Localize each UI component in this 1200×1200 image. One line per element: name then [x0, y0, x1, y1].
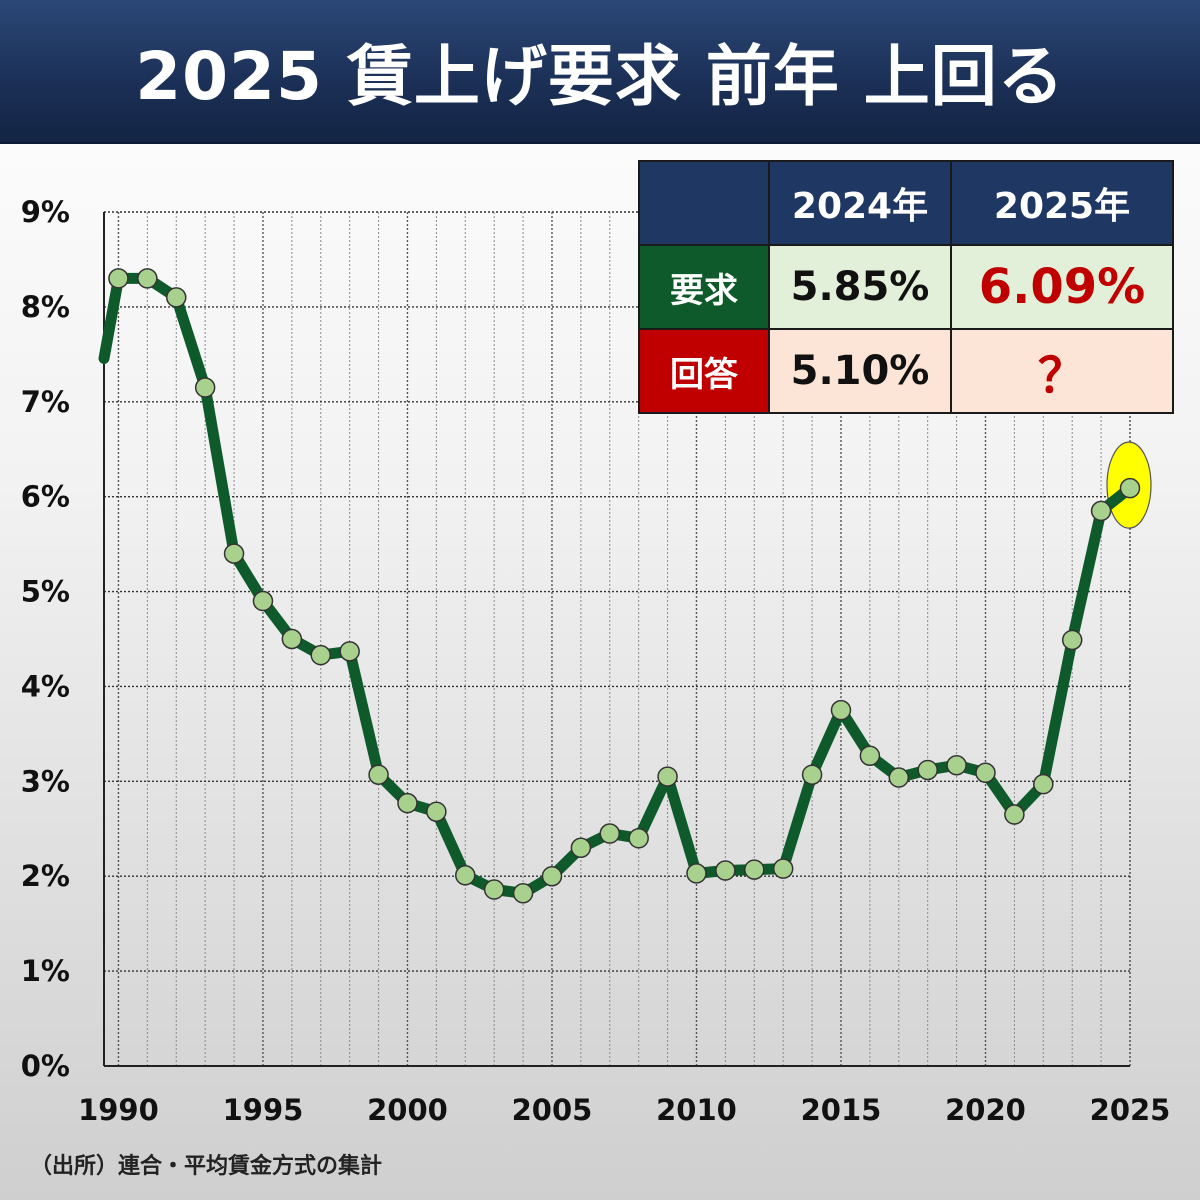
- data-point: [541, 865, 563, 887]
- table-row-answer: 回答 5.10% ？: [638, 328, 1174, 414]
- y-tick-label: 1%: [21, 954, 70, 988]
- x-tick-label: 2025: [1090, 1093, 1171, 1127]
- data-point: [830, 699, 852, 721]
- data-point: [194, 377, 216, 398]
- data-point: [570, 837, 592, 859]
- data-point: [975, 762, 996, 784]
- data-point: [686, 863, 707, 884]
- line-chart: 0% 1% 2% 3% 4% 5% 6% 7% 8% 9% 1990 1995 2000 2005 201…: [21, 195, 1171, 1127]
- summary-table: 2024年 2025年 要求 5.85% 6.09% 回答 5.10% ？: [638, 160, 1174, 414]
- y-tick-label: 5%: [21, 575, 70, 609]
- column-header-2024: 2024年: [768, 160, 952, 246]
- y-tick-label: 3%: [21, 764, 70, 798]
- y-tick-label: 9%: [21, 195, 70, 229]
- y-tick-label: 0%: [21, 1049, 70, 1083]
- data-point: [1061, 629, 1083, 651]
- y-tick-label: 2%: [21, 859, 70, 893]
- data-point: [281, 628, 303, 650]
- column-header-2025: 2025年: [950, 160, 1174, 246]
- page-title: 2025 賃上げ要求 前年 上回る: [135, 38, 1065, 115]
- x-tick-label: 2020: [945, 1093, 1026, 1127]
- table-row-demand: 要求 5.85% 6.09%: [638, 244, 1174, 330]
- y-tick-labels: 0% 1% 2% 3% 4% 5% 6% 7% 8% 9%: [21, 195, 70, 1083]
- data-point: [801, 764, 823, 785]
- data-point: [1090, 500, 1112, 522]
- data-point: [310, 644, 332, 666]
- x-tick-label: 1995: [223, 1093, 304, 1127]
- data-points: [108, 268, 1141, 904]
- data-point: [946, 754, 967, 776]
- data-point: [166, 287, 187, 308]
- data-point: [917, 759, 938, 781]
- data-point: [368, 764, 389, 785]
- data-point: [1004, 804, 1025, 825]
- table-corner-cell: [638, 160, 770, 246]
- x-tick-label: 1990: [78, 1093, 159, 1127]
- data-point: [512, 883, 534, 904]
- data-point: [715, 860, 736, 881]
- answer-2024-value: 5.10%: [768, 328, 952, 414]
- x-tick-label: 2015: [801, 1093, 882, 1127]
- data-point: [426, 801, 447, 822]
- header: 2025 賃上げ要求 前年 上回る: [0, 0, 1200, 144]
- data-point: [252, 590, 274, 612]
- data-point: [223, 543, 245, 564]
- row-label-answer: 回答: [638, 328, 770, 414]
- y-tick-label: 6%: [21, 480, 70, 514]
- x-tick-label: 2010: [656, 1093, 737, 1127]
- data-point: [888, 767, 910, 788]
- x-tick-labels: 1990 1995 2000 2005 2010 2015 2020 2025: [78, 1093, 1170, 1127]
- row-label-demand: 要求: [638, 244, 770, 330]
- table-header-row: 2024年 2025年: [638, 160, 1174, 246]
- data-point: [657, 766, 678, 787]
- data-point: [1033, 773, 1054, 795]
- data-point: [599, 823, 621, 844]
- y-tick-label: 7%: [21, 385, 70, 419]
- data-point: [1119, 477, 1141, 499]
- data-point: [628, 828, 649, 849]
- data-point: [859, 745, 881, 766]
- x-tick-label: 2005: [512, 1093, 593, 1127]
- data-point: [772, 858, 794, 879]
- x-tick-label: 2000: [367, 1093, 448, 1127]
- y-tick-label: 4%: [21, 669, 70, 703]
- data-point: [744, 859, 765, 880]
- data-point: [108, 268, 129, 289]
- data-point: [397, 792, 418, 814]
- demand-2024-value: 5.85%: [768, 244, 952, 330]
- answer-2025-value: ？: [950, 328, 1174, 414]
- grid: [104, 211, 1131, 1066]
- data-point: [483, 879, 505, 900]
- data-point: [339, 641, 360, 662]
- source-note: （出所）連合・平均賃金方式の集計: [30, 1154, 383, 1179]
- demand-2025-value: 6.09%: [950, 244, 1174, 330]
- data-point: [455, 865, 476, 886]
- y-tick-label: 8%: [21, 290, 70, 324]
- data-point: [137, 268, 158, 289]
